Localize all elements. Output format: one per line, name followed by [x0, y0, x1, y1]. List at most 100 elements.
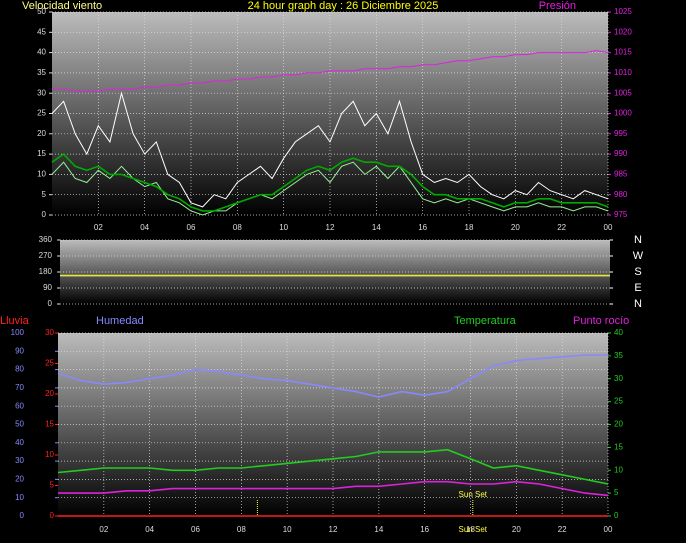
y-tick-label: 50 — [37, 7, 46, 16]
x-tick-label: 14 — [374, 525, 383, 534]
y-tick-label: 995 — [614, 129, 628, 138]
x-tick-label: 08 — [233, 223, 242, 232]
y-tick-label: 15 — [37, 149, 46, 158]
y-tick-label: 50 — [15, 420, 24, 429]
y-tick-label: 20 — [45, 389, 54, 398]
x-tick-label: 16 — [418, 223, 427, 232]
y-tick-label: 10 — [45, 450, 54, 459]
y-tick-label: 20 — [37, 129, 46, 138]
series-line — [51, 161, 609, 216]
series-line — [58, 480, 609, 497]
y-tick-label: 60 — [15, 401, 24, 410]
x-tick-label: 22 — [557, 223, 566, 232]
plot-area — [60, 240, 610, 304]
y-tick-label: 0 — [50, 511, 55, 520]
y-tick-label: 25 — [614, 397, 623, 406]
series-line — [57, 448, 609, 485]
x-tick-label: 16 — [420, 525, 429, 534]
x-tick-label: 04 — [145, 525, 154, 534]
x-tick-label: 06 — [191, 525, 200, 534]
legend-entry: Lluvia — [0, 315, 30, 327]
legend-entry: Temperatura — [454, 315, 517, 327]
y-tick-label: 1000 — [614, 109, 632, 118]
y-tick-label: 990 — [614, 149, 628, 158]
x-tick-label: 02 — [94, 223, 103, 232]
x-tick-label: 18 — [466, 525, 475, 534]
y-tick-label: 5 — [614, 488, 619, 497]
x-tick-label: 14 — [372, 223, 381, 232]
legend-entry: Humedad — [96, 315, 144, 327]
series-line — [52, 50, 609, 92]
annotation: Sun Set — [459, 525, 488, 534]
y-tick-label: 0 — [48, 299, 53, 308]
x-tick-label: 08 — [237, 525, 246, 534]
y-tick-label: 40 — [15, 438, 24, 447]
x-tick-label: 00 — [604, 223, 613, 232]
series-line — [51, 153, 609, 212]
y-tick-label: 30 — [614, 374, 623, 383]
annotation: Sun Set — [459, 490, 488, 499]
y-tick-label: 10 — [614, 465, 623, 474]
x-tick-label: 10 — [279, 223, 288, 232]
y-tick-label: 10 — [37, 170, 46, 179]
y-tick-label: N — [634, 298, 642, 310]
y-tick-label: 985 — [614, 170, 628, 179]
y-tick-label: 30 — [45, 328, 54, 337]
y-tick-label: 45 — [37, 27, 46, 36]
y-tick-label: 25 — [37, 109, 46, 118]
y-tick-label: 80 — [15, 365, 24, 374]
x-tick-label: 18 — [465, 223, 474, 232]
legend-entry: Presión — [539, 0, 576, 12]
y-tick-label: 1005 — [614, 88, 632, 97]
x-tick-label: 10 — [283, 525, 292, 534]
y-tick-label: 1020 — [614, 27, 632, 36]
y-tick-label: 20 — [15, 475, 24, 484]
y-tick-label: N — [634, 234, 642, 246]
y-tick-label: 30 — [15, 456, 24, 465]
x-tick-label: 00 — [604, 525, 613, 534]
y-tick-label: 90 — [43, 283, 52, 292]
y-tick-label: 90 — [15, 346, 24, 355]
y-tick-label: 30 — [37, 88, 46, 97]
y-tick-label: 0 — [42, 210, 47, 219]
y-tick-label: 100 — [11, 328, 25, 337]
y-tick-label: 0 — [614, 511, 619, 520]
y-tick-label: 270 — [39, 251, 53, 260]
y-tick-label: 1025 — [614, 7, 632, 16]
y-tick-label: 15 — [45, 420, 54, 429]
y-tick-label: S — [634, 266, 641, 278]
y-tick-label: 180 — [39, 267, 53, 276]
x-tick-label: 20 — [511, 223, 520, 232]
y-tick-label: 35 — [614, 351, 623, 360]
legend-entry: Punto rocío — [573, 315, 629, 327]
x-tick-label: 04 — [140, 223, 149, 232]
series-line — [57, 354, 608, 398]
x-tick-label: 12 — [326, 223, 335, 232]
y-tick-label: 20 — [614, 420, 623, 429]
y-tick-label: 975 — [614, 210, 628, 219]
x-tick-label: 22 — [558, 525, 567, 534]
series-line — [51, 91, 609, 208]
y-tick-label: 1010 — [614, 68, 632, 77]
y-tick-label: 360 — [39, 235, 53, 244]
y-tick-label: 25 — [45, 359, 54, 368]
y-tick-label: E — [634, 282, 641, 294]
y-tick-label: 1015 — [614, 48, 632, 57]
y-tick-label: 40 — [614, 328, 623, 337]
y-tick-label: 0 — [20, 511, 25, 520]
y-axis-title: Velocidad viento — [22, 0, 102, 12]
y-tick-label: 70 — [15, 383, 24, 392]
chart-title: 24 hour graph day : 26 Diciembre 2025 — [248, 0, 439, 12]
x-tick-label: 06 — [187, 223, 196, 232]
y-tick-label: 5 — [50, 481, 55, 490]
y-tick-label: 10 — [15, 493, 24, 502]
x-tick-label: 12 — [329, 525, 338, 534]
x-tick-label: 20 — [512, 525, 521, 534]
y-tick-label: 35 — [37, 68, 46, 77]
y-tick-label: 15 — [614, 442, 623, 451]
x-tick-label: 02 — [99, 525, 108, 534]
y-tick-label: W — [633, 250, 644, 262]
y-tick-label: 5 — [42, 190, 47, 199]
